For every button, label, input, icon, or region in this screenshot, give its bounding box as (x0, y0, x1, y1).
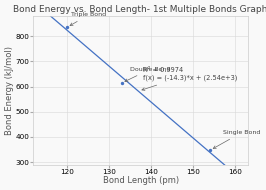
Title: Bond Energy vs. Bond Length- 1st Multiple Bonds Graph: Bond Energy vs. Bond Length- 1st Multipl… (14, 5, 266, 14)
Text: Triple Bond: Triple Bond (70, 12, 106, 26)
Point (65, 26, 69, 29)
Point (120, 82, 124, 85)
Point (208, 149, 212, 152)
X-axis label: Bond Length (pm): Bond Length (pm) (103, 176, 179, 185)
Y-axis label: Bond Energy (kJ/mol): Bond Energy (kJ/mol) (5, 46, 14, 135)
Text: R² = 0.9974
f(x) = (-14.3)*x + (2.54e+3): R² = 0.9974 f(x) = (-14.3)*x + (2.54e+3) (142, 67, 237, 90)
Text: Double Bond: Double Bond (125, 67, 171, 82)
Text: Single Bond: Single Bond (213, 130, 260, 149)
